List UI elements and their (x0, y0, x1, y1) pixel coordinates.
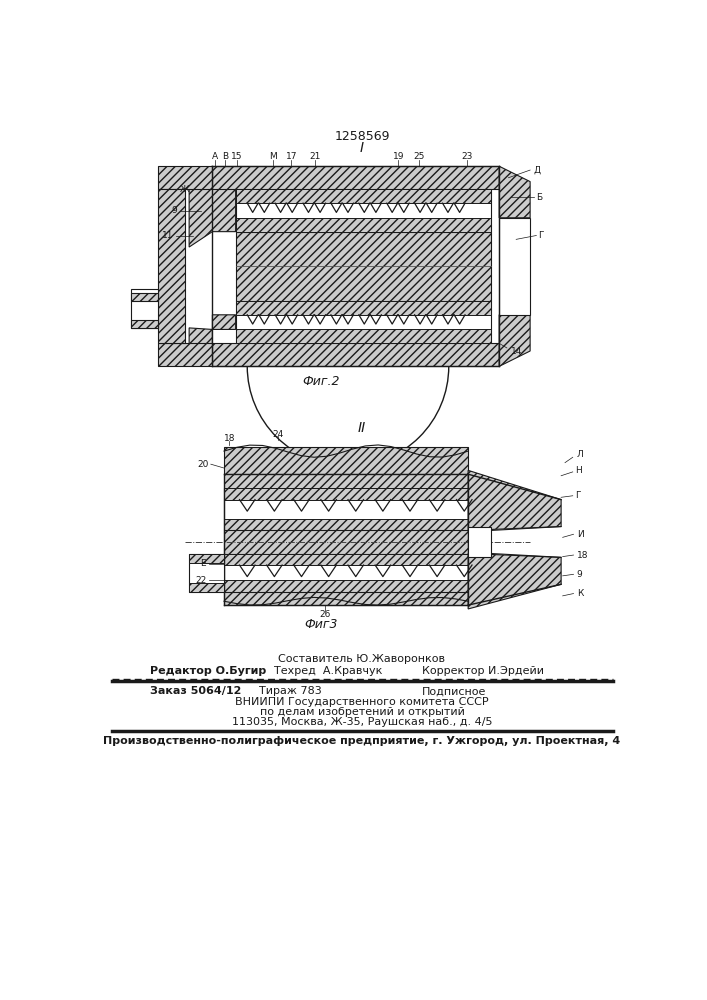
Bar (235, 301, 491, 343)
Bar (224, 592, 468, 605)
Text: Г: Г (575, 491, 580, 500)
Bar (224, 580, 468, 592)
Bar (158, 166, 212, 189)
Text: Корректор И.Эрдейи: Корректор И.Эрдейи (421, 666, 544, 676)
Bar (235, 301, 491, 315)
Bar (158, 189, 185, 343)
Text: И: И (577, 530, 583, 539)
Text: Ж: Ж (180, 185, 189, 194)
Text: 1258569: 1258569 (334, 130, 390, 143)
Text: Б: Б (537, 192, 542, 202)
Polygon shape (189, 166, 235, 247)
Text: Составитель Ю.Жаворонков: Составитель Ю.Жаворонков (279, 654, 445, 664)
Bar (468, 527, 491, 557)
Bar (224, 554, 468, 592)
Text: 25: 25 (414, 152, 425, 161)
Text: 17: 17 (286, 152, 297, 161)
Text: Д: Д (534, 166, 541, 175)
Bar (224, 554, 468, 565)
Bar (235, 329, 491, 343)
Text: 23: 23 (461, 152, 472, 161)
Bar (235, 218, 491, 232)
Bar (158, 343, 212, 366)
Text: по делам изобретений и открытий: по делам изобретений и открытий (259, 707, 464, 717)
Polygon shape (468, 470, 561, 530)
Text: II: II (358, 421, 366, 435)
Text: 113035, Москва, Ж-35, Раушская наб., д. 4/5: 113035, Москва, Ж-35, Раушская наб., д. … (232, 717, 492, 727)
Text: Фиг.2: Фиг.2 (302, 375, 339, 388)
Bar (131, 289, 158, 328)
Bar (224, 488, 468, 500)
Bar (235, 189, 491, 232)
Bar (212, 166, 499, 189)
Text: Заказ 5064/12: Заказ 5064/12 (151, 686, 242, 696)
Text: Л: Л (577, 450, 583, 459)
Text: Г: Г (538, 231, 544, 240)
Text: 26: 26 (319, 610, 330, 619)
Polygon shape (499, 315, 530, 366)
Text: Н: Н (575, 466, 582, 475)
Polygon shape (189, 315, 235, 351)
Polygon shape (499, 166, 530, 218)
Bar (499, 218, 530, 315)
Bar (212, 343, 499, 366)
Bar (224, 530, 468, 554)
Text: Фиг3: Фиг3 (304, 618, 338, 631)
Bar (189, 554, 224, 592)
Text: 11: 11 (162, 231, 174, 240)
Text: 19: 19 (392, 152, 404, 161)
Bar (224, 488, 468, 530)
Text: Производственно-полиграфическое предприятие, г. Ужгород, ул. Проектная, 4: Производственно-полиграфическое предприя… (103, 736, 621, 746)
Text: 18: 18 (223, 434, 235, 443)
Text: М: М (269, 152, 276, 161)
Text: 15: 15 (231, 152, 243, 161)
Polygon shape (468, 554, 561, 609)
Text: 14: 14 (510, 347, 522, 356)
Text: ВНИИПИ Государственного комитета СССР: ВНИИПИ Государственного комитета СССР (235, 697, 489, 707)
Bar (131, 293, 158, 301)
Bar (235, 189, 491, 203)
Text: 9: 9 (577, 570, 583, 579)
Bar (224, 474, 468, 488)
Text: 18: 18 (577, 551, 588, 560)
Text: Тираж 783: Тираж 783 (259, 686, 322, 696)
Text: 22: 22 (195, 576, 206, 585)
Text: I: I (360, 141, 364, 155)
Text: Редактор О.Бугир: Редактор О.Бугир (151, 666, 267, 676)
Text: 9: 9 (172, 206, 177, 215)
Text: Техред  А.Кравчук: Техред А.Кравчук (274, 666, 382, 676)
Text: Подписное: Подписное (421, 686, 486, 696)
Bar (235, 232, 491, 301)
Bar (224, 447, 468, 474)
Text: К: К (577, 589, 583, 598)
Bar (224, 519, 468, 530)
Text: В: В (222, 152, 228, 161)
Text: 21: 21 (309, 152, 320, 161)
Text: 24: 24 (273, 430, 284, 439)
Bar (131, 320, 158, 328)
Text: Е: Е (201, 559, 206, 568)
Bar (189, 583, 224, 592)
Bar (189, 554, 224, 563)
Text: 20: 20 (197, 460, 209, 469)
Text: А: А (211, 152, 218, 161)
